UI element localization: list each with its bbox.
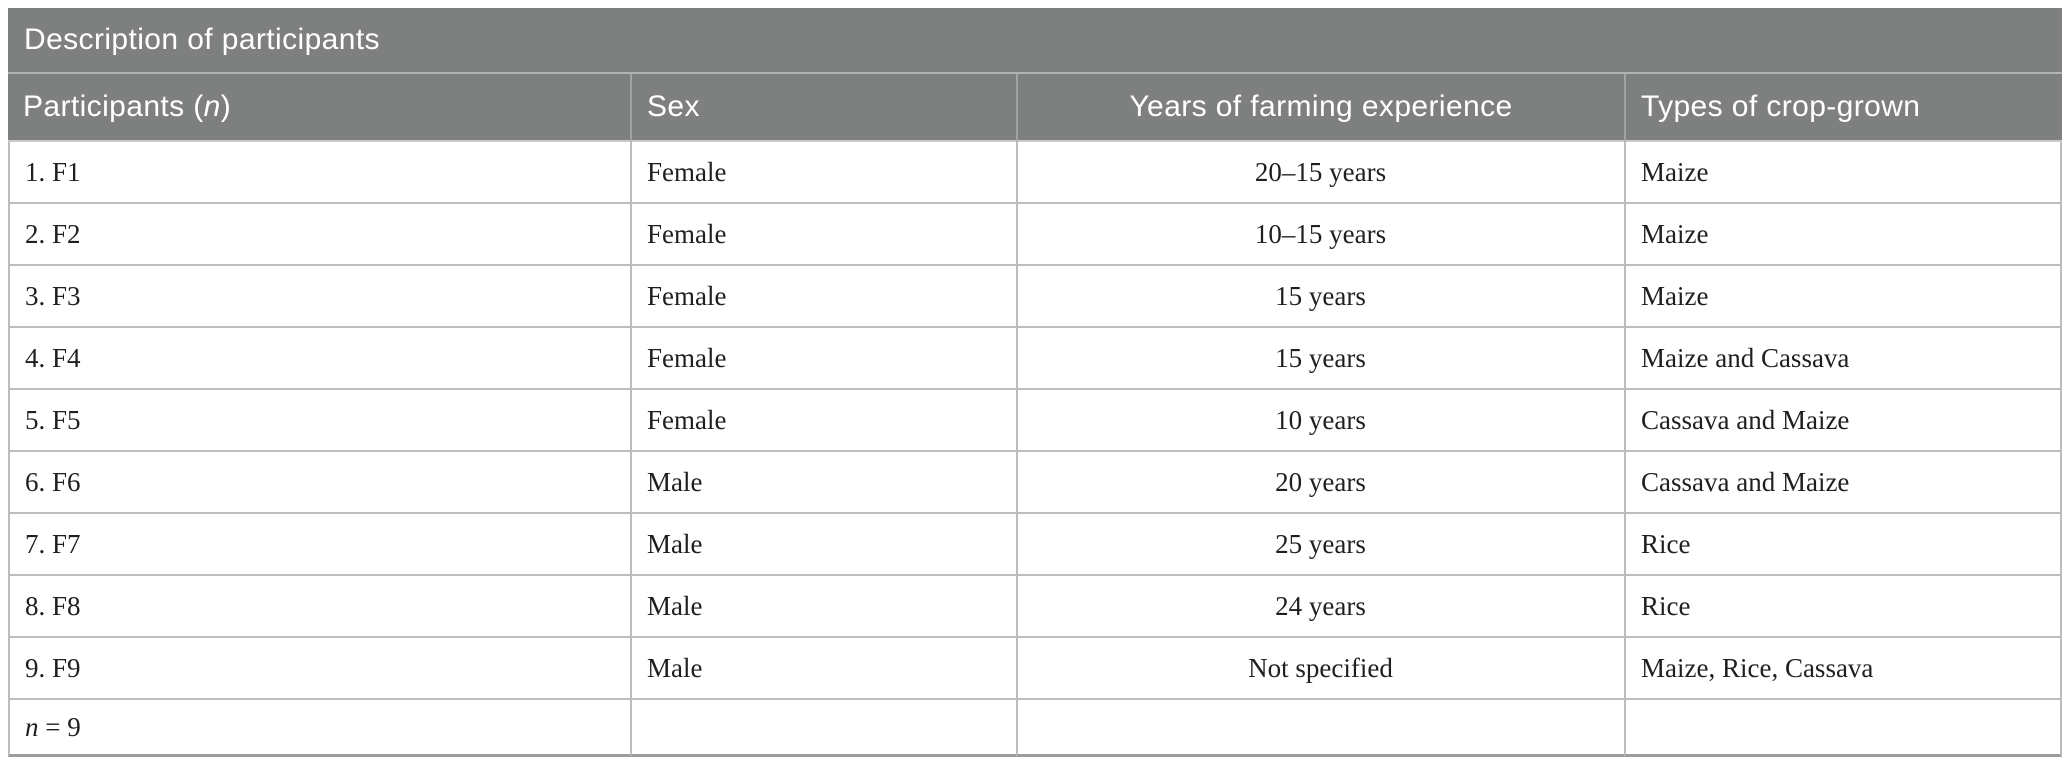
cell-participant: 1. F1 xyxy=(8,142,630,204)
table-row: 5. F5 Female 10 years Cassava and Maize xyxy=(8,390,2063,452)
cell-empty xyxy=(1624,700,2063,757)
table-row: 6. F6 Male 20 years Cassava and Maize xyxy=(8,452,2063,514)
cell-participant: 2. F2 xyxy=(8,204,630,266)
cell-crops: Maize, Rice, Cassava xyxy=(1624,638,2063,700)
participants-header-prefix: Participants ( xyxy=(23,90,204,123)
participants-header-n: n xyxy=(203,90,221,123)
cell-experience: 24 years xyxy=(1016,576,1624,638)
cell-experience: 15 years xyxy=(1016,266,1624,328)
cell-crops: Maize and Cassava xyxy=(1624,328,2063,390)
cell-crops: Cassava and Maize xyxy=(1624,390,2063,452)
cell-participant: 3. F3 xyxy=(8,266,630,328)
col-header-crops: Types of crop-grown xyxy=(1624,74,2063,142)
table-row: 1. F1 Female 20–15 years Maize xyxy=(8,142,2063,204)
cell-participant: 9. F9 xyxy=(8,638,630,700)
footer-count: = 9 xyxy=(38,711,81,742)
col-header-sex: Sex xyxy=(630,74,1016,142)
cell-sex: Female xyxy=(630,266,1016,328)
table-row: 8. F8 Male 24 years Rice xyxy=(8,576,2063,638)
cell-crops: Rice xyxy=(1624,514,2063,576)
cell-sex: Female xyxy=(630,142,1016,204)
cell-crops: Maize xyxy=(1624,266,2063,328)
cell-total-count: n = 9 xyxy=(8,700,630,757)
footer-n: n xyxy=(25,711,39,742)
cell-crops: Cassava and Maize xyxy=(1624,452,2063,514)
cell-experience: 15 years xyxy=(1016,328,1624,390)
table-row: 9. F9 Male Not specified Maize, Rice, Ca… xyxy=(8,638,2063,700)
cell-sex: Female xyxy=(630,204,1016,266)
cell-sex: Male xyxy=(630,576,1016,638)
cell-crops: Maize xyxy=(1624,142,2063,204)
table-footer-row: n = 9 xyxy=(8,700,2063,757)
cell-sex: Male xyxy=(630,638,1016,700)
cell-sex: Female xyxy=(630,390,1016,452)
column-header-row: Participants (n) Sex Years of farming ex… xyxy=(8,74,2063,142)
table-title: Description of participants xyxy=(8,8,2063,74)
table-row: 3. F3 Female 15 years Maize xyxy=(8,266,2063,328)
participants-table-figure: Description of participants Participants… xyxy=(8,8,2063,757)
cell-experience: 20 years xyxy=(1016,452,1624,514)
cell-participant: 6. F6 xyxy=(8,452,630,514)
table-row: 4. F4 Female 15 years Maize and Cassava xyxy=(8,328,2063,390)
cell-participant: 4. F4 xyxy=(8,328,630,390)
cell-crops: Rice xyxy=(1624,576,2063,638)
cell-empty xyxy=(630,700,1016,757)
cell-participant: 8. F8 xyxy=(8,576,630,638)
cell-participant: 7. F7 xyxy=(8,514,630,576)
cell-participant: 5. F5 xyxy=(8,390,630,452)
cell-experience: 10–15 years xyxy=(1016,204,1624,266)
cell-sex: Male xyxy=(630,514,1016,576)
cell-sex: Female xyxy=(630,328,1016,390)
cell-crops: Maize xyxy=(1624,204,2063,266)
cell-experience: Not specified xyxy=(1016,638,1624,700)
cell-experience: 25 years xyxy=(1016,514,1624,576)
cell-experience: 20–15 years xyxy=(1016,142,1624,204)
participants-header-suffix: ) xyxy=(220,90,232,123)
col-header-experience: Years of farming experience xyxy=(1016,74,1624,142)
table-title-row: Description of participants xyxy=(8,8,2063,74)
cell-sex: Male xyxy=(630,452,1016,514)
col-header-participants: Participants (n) xyxy=(8,74,630,142)
table-row: 7. F7 Male 25 years Rice xyxy=(8,514,2063,576)
cell-experience: 10 years xyxy=(1016,390,1624,452)
table-row: 2. F2 Female 10–15 years Maize xyxy=(8,204,2063,266)
participants-table: Description of participants Participants… xyxy=(8,8,2063,757)
cell-empty xyxy=(1016,700,1624,757)
